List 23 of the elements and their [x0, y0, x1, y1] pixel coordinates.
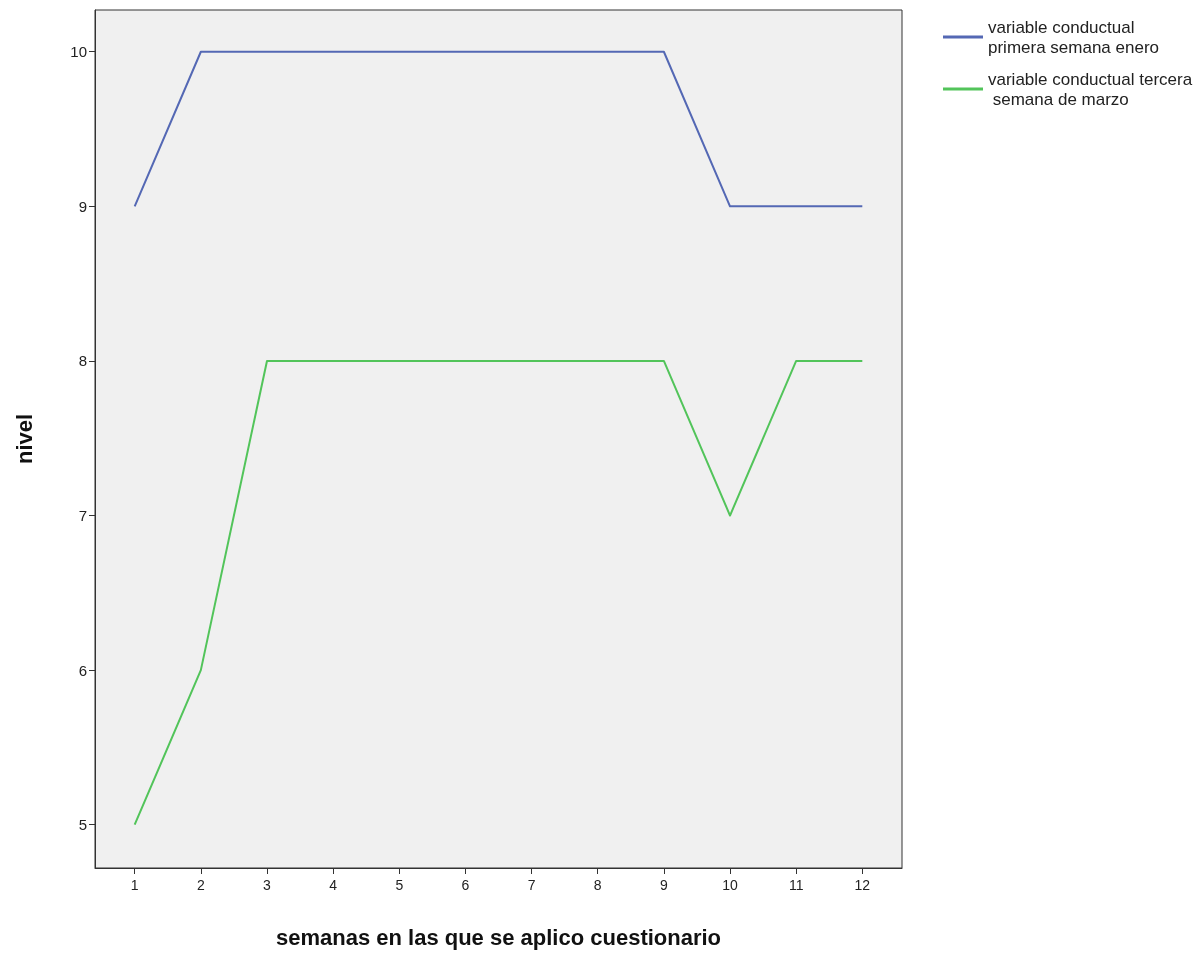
y-tick-label: 8 — [78, 352, 87, 370]
x-tick-label: 2 — [196, 877, 205, 893]
y-tick-label: 5 — [78, 816, 87, 834]
x-tick-label: 4 — [329, 877, 338, 893]
y-tick-label: 6 — [78, 661, 87, 679]
line-series — [133, 359, 864, 826]
y-tick-label: 10 — [70, 43, 87, 61]
x-tick-label: 3 — [263, 877, 272, 893]
y-axis-title: nivel — [11, 413, 37, 465]
x-tick-label: 1 — [130, 877, 139, 893]
x-tick-label: 5 — [395, 877, 404, 893]
y-tick-label: 9 — [78, 197, 87, 215]
legend-label: variable conductual primera semana enero — [988, 17, 1160, 57]
x-tick-label: 8 — [593, 877, 602, 893]
x-tick-label: 11 — [788, 877, 804, 893]
y-tick-label: 7 — [78, 507, 87, 525]
x-tick-label: 10 — [722, 877, 739, 893]
x-tick-label: 6 — [461, 877, 470, 893]
x-axis-title: semanas en las que se aplico cuestionario — [275, 924, 722, 950]
x-tick-label: 9 — [659, 877, 668, 893]
x-tick-label: 12 — [854, 877, 871, 893]
legend-label: variable conductual tercera semana de marzo — [988, 69, 1193, 109]
x-tick-label: 7 — [527, 877, 536, 893]
